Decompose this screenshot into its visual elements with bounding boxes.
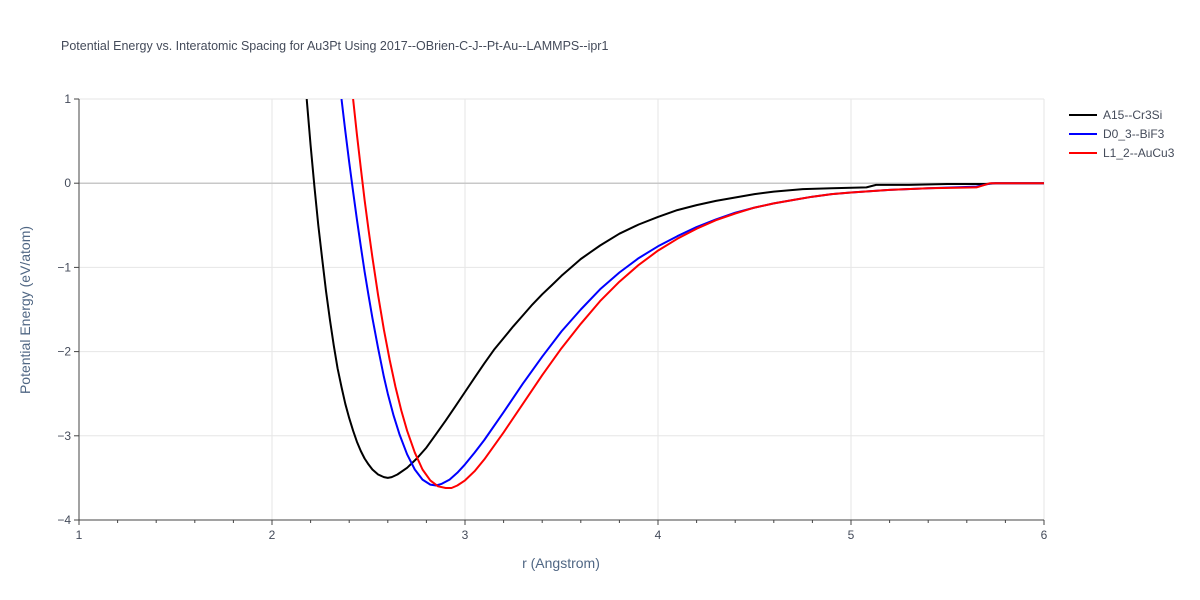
y-axis-ticks: 1 0 −1 −2 −3 −4 xyxy=(57,92,79,527)
series-line-d0-3-bif3 xyxy=(340,99,1044,487)
y-axis-label: Potential Energy (eV/atom) xyxy=(17,226,33,394)
series-line-a15-cr3si xyxy=(305,99,1044,479)
y-gridlines xyxy=(79,98,1044,437)
legend-item-d0-3-bif3[interactable]: D0_3--BiF3 xyxy=(1069,127,1165,141)
y-tick-label: −1 xyxy=(57,260,71,274)
legend-label: A15--Cr3Si xyxy=(1103,108,1162,122)
y-tick-label: −2 xyxy=(57,345,71,359)
series-layer xyxy=(305,99,1044,489)
legend[interactable]: A15--Cr3Si D0_3--BiF3 L1_2--AuCu3 xyxy=(1069,108,1175,160)
legend-label: L1_2--AuCu3 xyxy=(1103,146,1175,160)
y-tick-label: −4 xyxy=(57,513,71,527)
legend-label: D0_3--BiF3 xyxy=(1103,127,1165,141)
legend-item-l1-2-aucu3[interactable]: L1_2--AuCu3 xyxy=(1069,146,1175,160)
y-tick-label: −3 xyxy=(57,429,71,443)
chart-title: Potential Energy vs. Interatomic Spacing… xyxy=(61,39,608,53)
x-axis-label: r (Angstrom) xyxy=(522,555,600,571)
y-tick-label: 0 xyxy=(64,176,71,190)
axes xyxy=(78,99,1044,521)
legend-item-a15-cr3si[interactable]: A15--Cr3Si xyxy=(1069,108,1162,122)
x-tick-label: 1 xyxy=(76,528,83,542)
series-line-l1-2-aucu3 xyxy=(352,99,1044,489)
y-tick-label: 1 xyxy=(64,92,71,106)
x-tick-label: 4 xyxy=(655,528,662,542)
x-gridlines xyxy=(271,99,1045,520)
x-axis-ticks: 1 2 3 4 5 6 xyxy=(76,520,1048,542)
x-tick-label: 5 xyxy=(848,528,855,542)
x-tick-label: 2 xyxy=(269,528,276,542)
x-tick-label: 6 xyxy=(1041,528,1048,542)
x-tick-label: 3 xyxy=(462,528,469,542)
